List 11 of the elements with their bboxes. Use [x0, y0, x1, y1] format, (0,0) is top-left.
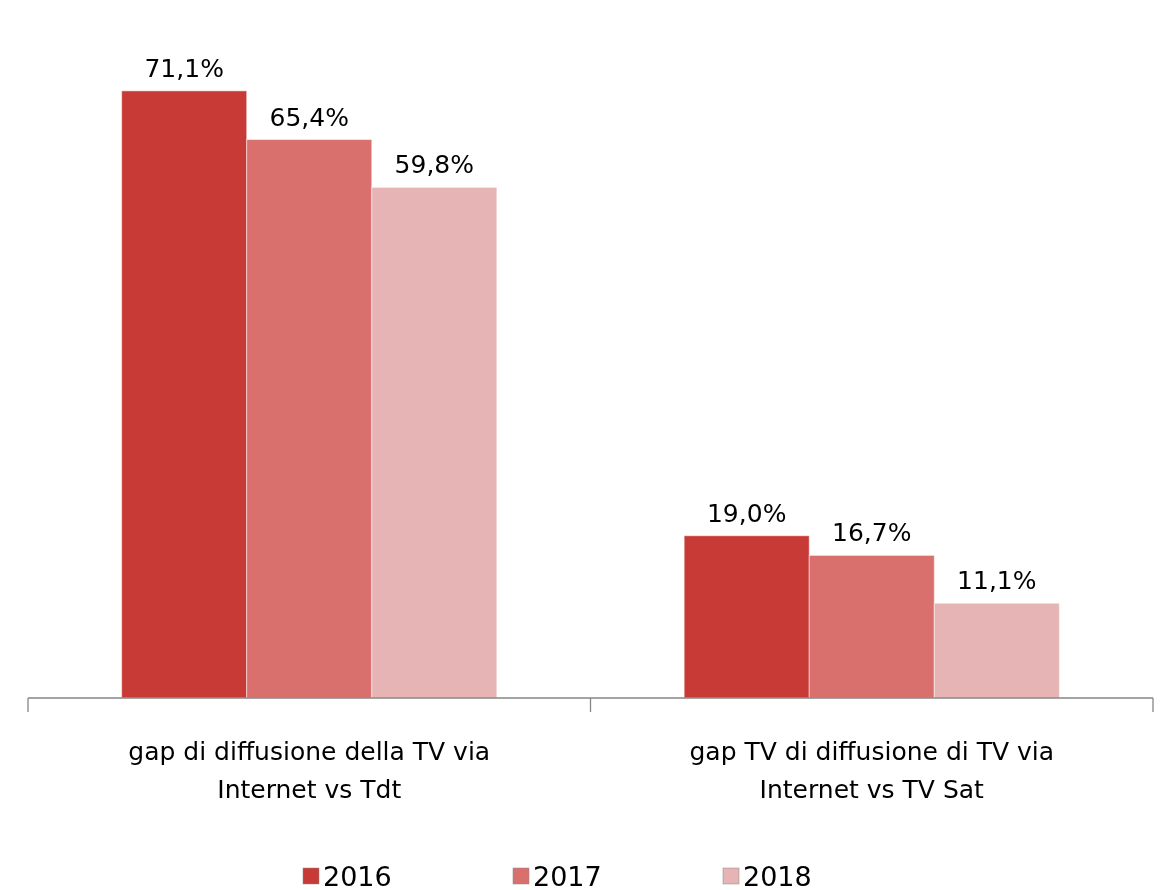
data-label: 11,1% [957, 566, 1037, 596]
x-tick-label: gap di diffusione della TV via Internet vs Tdt [128, 737, 491, 804]
legend-label: 2018 [743, 861, 812, 890]
legend-label: 2016 [323, 861, 392, 890]
x-tick-label: gap TV di diffusione di TV via Internet vs TV Sat [689, 737, 1055, 804]
legend-label: 2017 [533, 861, 602, 890]
data-label: 19,0% [706, 498, 787, 528]
data-label: 16,7% [832, 518, 912, 548]
data-label: 71,1% [144, 53, 224, 83]
data-label: 59,8% [394, 150, 475, 180]
data-label: 65,4% [269, 102, 349, 132]
